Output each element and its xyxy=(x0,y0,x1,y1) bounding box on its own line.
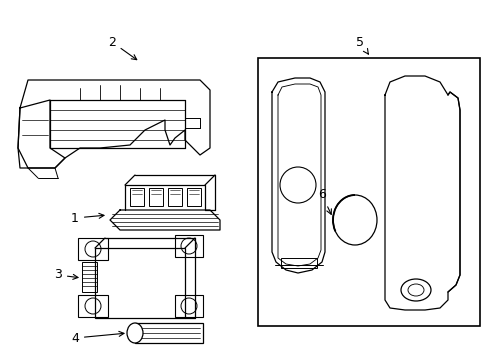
Bar xyxy=(78,238,108,260)
Text: 3: 3 xyxy=(54,269,78,282)
Bar xyxy=(389,211,447,221)
Bar xyxy=(78,295,108,317)
Text: 1: 1 xyxy=(71,211,104,225)
Ellipse shape xyxy=(127,323,142,343)
Bar xyxy=(389,145,447,175)
Bar xyxy=(175,235,203,257)
Bar xyxy=(175,295,203,317)
Bar xyxy=(130,188,143,206)
Bar xyxy=(95,248,184,318)
Bar xyxy=(427,108,447,136)
Bar xyxy=(258,58,479,326)
Bar xyxy=(389,108,425,136)
Bar xyxy=(186,188,201,206)
Text: 2: 2 xyxy=(108,36,137,60)
Bar xyxy=(135,323,203,343)
Bar xyxy=(149,188,163,206)
Bar xyxy=(168,188,182,206)
Polygon shape xyxy=(384,76,459,310)
Text: 6: 6 xyxy=(317,189,331,214)
Text: 4: 4 xyxy=(71,331,124,345)
Bar xyxy=(281,258,316,268)
Bar xyxy=(82,262,97,292)
Bar xyxy=(389,185,447,195)
Bar xyxy=(389,198,447,208)
Text: 5: 5 xyxy=(355,36,367,54)
